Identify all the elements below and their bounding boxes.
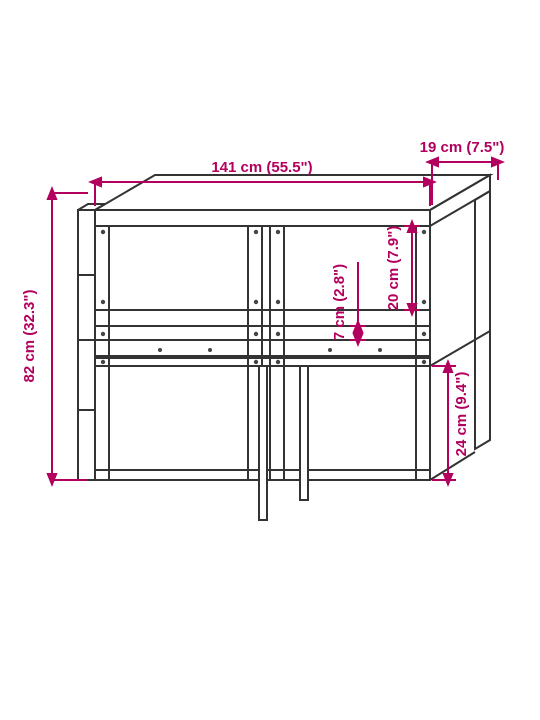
dim-top-gap-label: 20 cm (7.9"): [385, 226, 402, 311]
dim-depth-label: 19 cm (7.5"): [420, 139, 505, 156]
bolt-dots: [101, 230, 426, 364]
dim-bottom-gap-label: 24 cm (9.4"): [453, 372, 470, 457]
dim-bottom-gap: 24 cm (9.4"): [432, 366, 470, 480]
dim-depth: 19 cm (7.5"): [420, 139, 505, 205]
dim-top-gap: 20 cm (7.9"): [385, 226, 420, 311]
dim-slat-gap-label: 7 cm (2.8"): [331, 264, 348, 340]
dimension-diagram: 82 cm (32.3") 141 cm (55.5") 19 cm (7.5"…: [0, 0, 540, 720]
right-rear-post: [475, 191, 490, 449]
furniture: [78, 175, 490, 520]
dim-height-label: 82 cm (32.3"): [21, 289, 38, 382]
dim-slat-gap: 7 cm (2.8"): [331, 262, 366, 340]
dim-width: 141 cm (55.5"): [95, 159, 430, 206]
side-ladder: [78, 204, 105, 480]
dim-width-label: 141 cm (55.5"): [211, 159, 312, 176]
